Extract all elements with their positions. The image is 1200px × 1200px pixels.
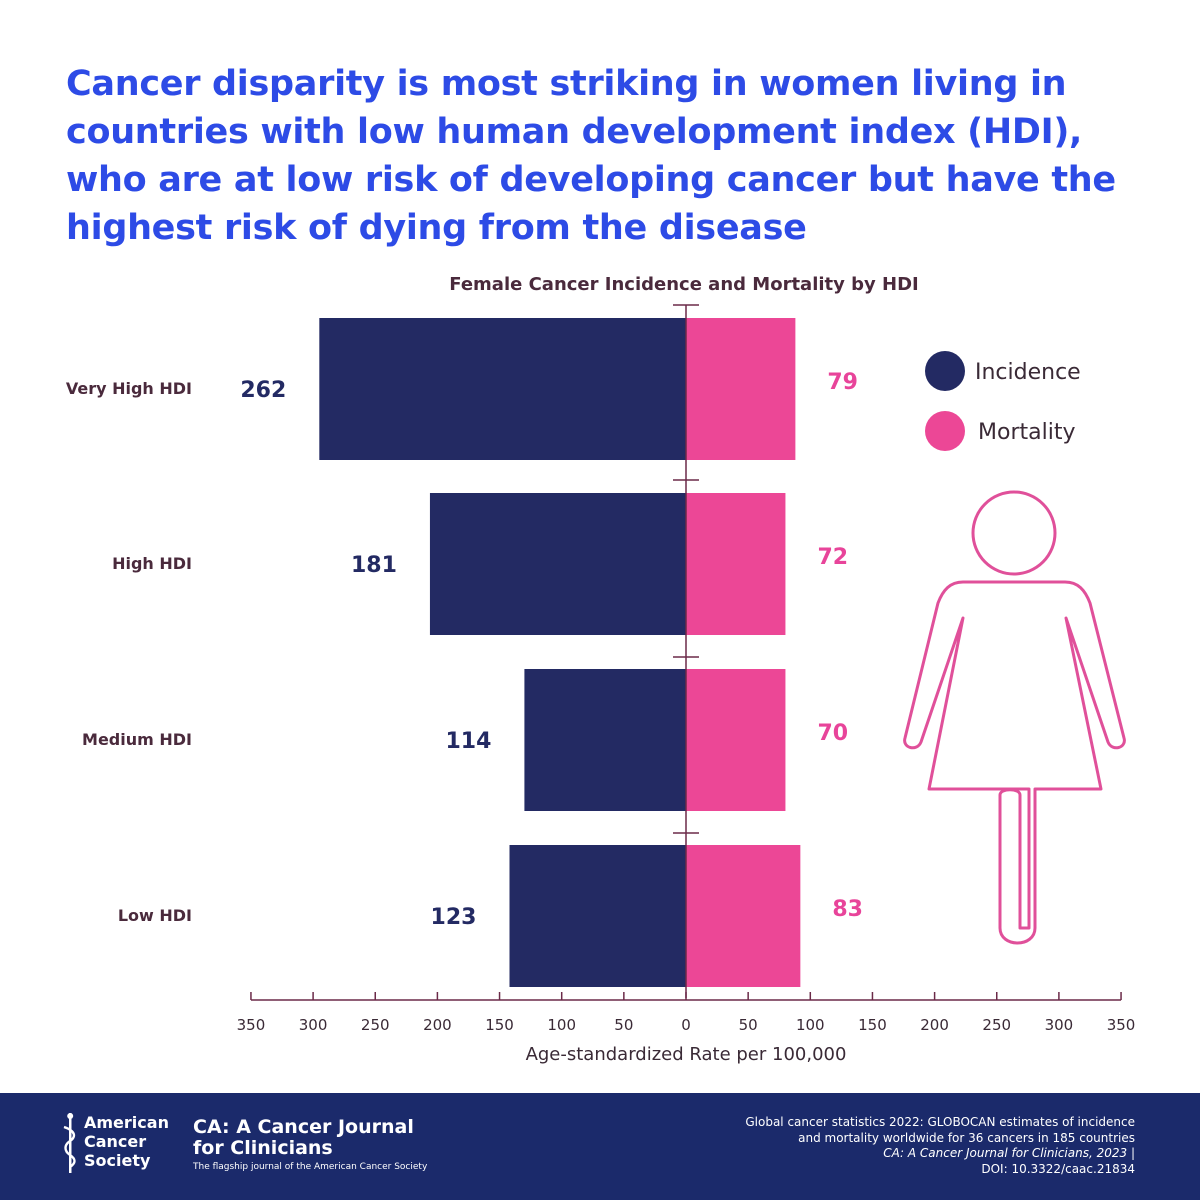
x-tick-label-8: 50 (739, 1016, 758, 1034)
chart: Female Cancer Incidence and Mortality by… (66, 274, 1136, 1065)
acs-logo: American Cancer Society (62, 1113, 177, 1183)
bar-mortality-1 (686, 493, 786, 635)
x-tick-label-11: 200 (920, 1016, 949, 1034)
citation-line-1: Global cancer statistics 2022: GLOBOCAN … (745, 1115, 1135, 1129)
x-tick-label-3: 200 (423, 1016, 452, 1034)
acs-line-2: Cancer (84, 1132, 147, 1151)
value-label-incidence-1: 181 (351, 553, 397, 578)
female-figure-icon (903, 490, 1126, 945)
x-tick-label-10: 150 (858, 1016, 887, 1034)
journal-block: CA: A Cancer Journal for Clinicians The … (193, 1116, 483, 1173)
citation: Global cancer statistics 2022: GLOBOCAN … (635, 1115, 1135, 1177)
value-label-mortality-2: 70 (817, 721, 848, 746)
value-label-incidence-2: 114 (445, 729, 491, 754)
acs-line-1: American (84, 1113, 169, 1132)
x-tick-label-7: 0 (681, 1016, 691, 1034)
chart-title: Female Cancer Incidence and Mortality by… (449, 274, 918, 295)
x-tick-label-14: 350 (1107, 1016, 1136, 1034)
x-tick-label-5: 100 (547, 1016, 576, 1034)
citation-line-2: and mortality worldwide for 36 cancers i… (798, 1130, 1135, 1145)
bar-incidence-1 (429, 493, 686, 635)
journal-tagline: The flagship journal of the American Can… (193, 1162, 428, 1172)
x-tick-label-12: 250 (982, 1016, 1011, 1034)
acs-caduceus-icon (63, 1113, 76, 1173)
value-label-mortality-0: 79 (827, 370, 858, 395)
citation-line-4: DOI: 10.3322/caac.21834 (981, 1161, 1135, 1176)
bar-incidence-3 (509, 845, 686, 987)
citation-line-3: CA: A Cancer Journal for Clinicians, 202… (883, 1146, 1135, 1160)
journal-name: CA: A Cancer Journal for Clinicians (193, 1116, 414, 1159)
x-tick-label-6: 50 (614, 1016, 633, 1034)
legend-swatch-mortality (925, 411, 965, 451)
category-label-2: Medium HDI (82, 730, 192, 749)
legend-label-mortality: Mortality (978, 420, 1075, 445)
x-tick-label-9: 100 (796, 1016, 825, 1034)
legend-swatch-incidence (925, 351, 965, 391)
x-axis-title: Age-standardized Rate per 100,000 (526, 1044, 847, 1065)
x-tick-label-0: 350 (237, 1016, 266, 1034)
bar-mortality-2 (686, 669, 786, 811)
legend-label-incidence: Incidence (975, 360, 1081, 385)
bar-mortality-0 (686, 318, 796, 460)
value-label-incidence-0: 262 (240, 378, 286, 403)
x-tick-label-4: 150 (485, 1016, 514, 1034)
x-tick-label-2: 250 (361, 1016, 390, 1034)
bar-incidence-0 (319, 318, 686, 460)
category-label-3: Low HDI (118, 906, 192, 925)
value-label-mortality-3: 83 (832, 897, 863, 922)
x-tick-label-13: 300 (1045, 1016, 1074, 1034)
value-label-incidence-3: 123 (431, 905, 477, 930)
x-tick-label-1: 300 (299, 1016, 328, 1034)
footer: American Cancer Society CA: A Cancer Jou… (0, 1093, 1200, 1200)
value-label-mortality-1: 72 (817, 545, 848, 570)
bar-incidence-2 (524, 669, 686, 811)
category-label-1: High HDI (112, 554, 192, 573)
headline: Cancer disparity is most striking in wom… (66, 64, 1116, 248)
category-label-0: Very High HDI (66, 379, 192, 398)
bar-mortality-3 (686, 845, 801, 987)
legend: Incidence Mortality (925, 351, 1081, 451)
acs-line-3: Society (84, 1151, 151, 1170)
